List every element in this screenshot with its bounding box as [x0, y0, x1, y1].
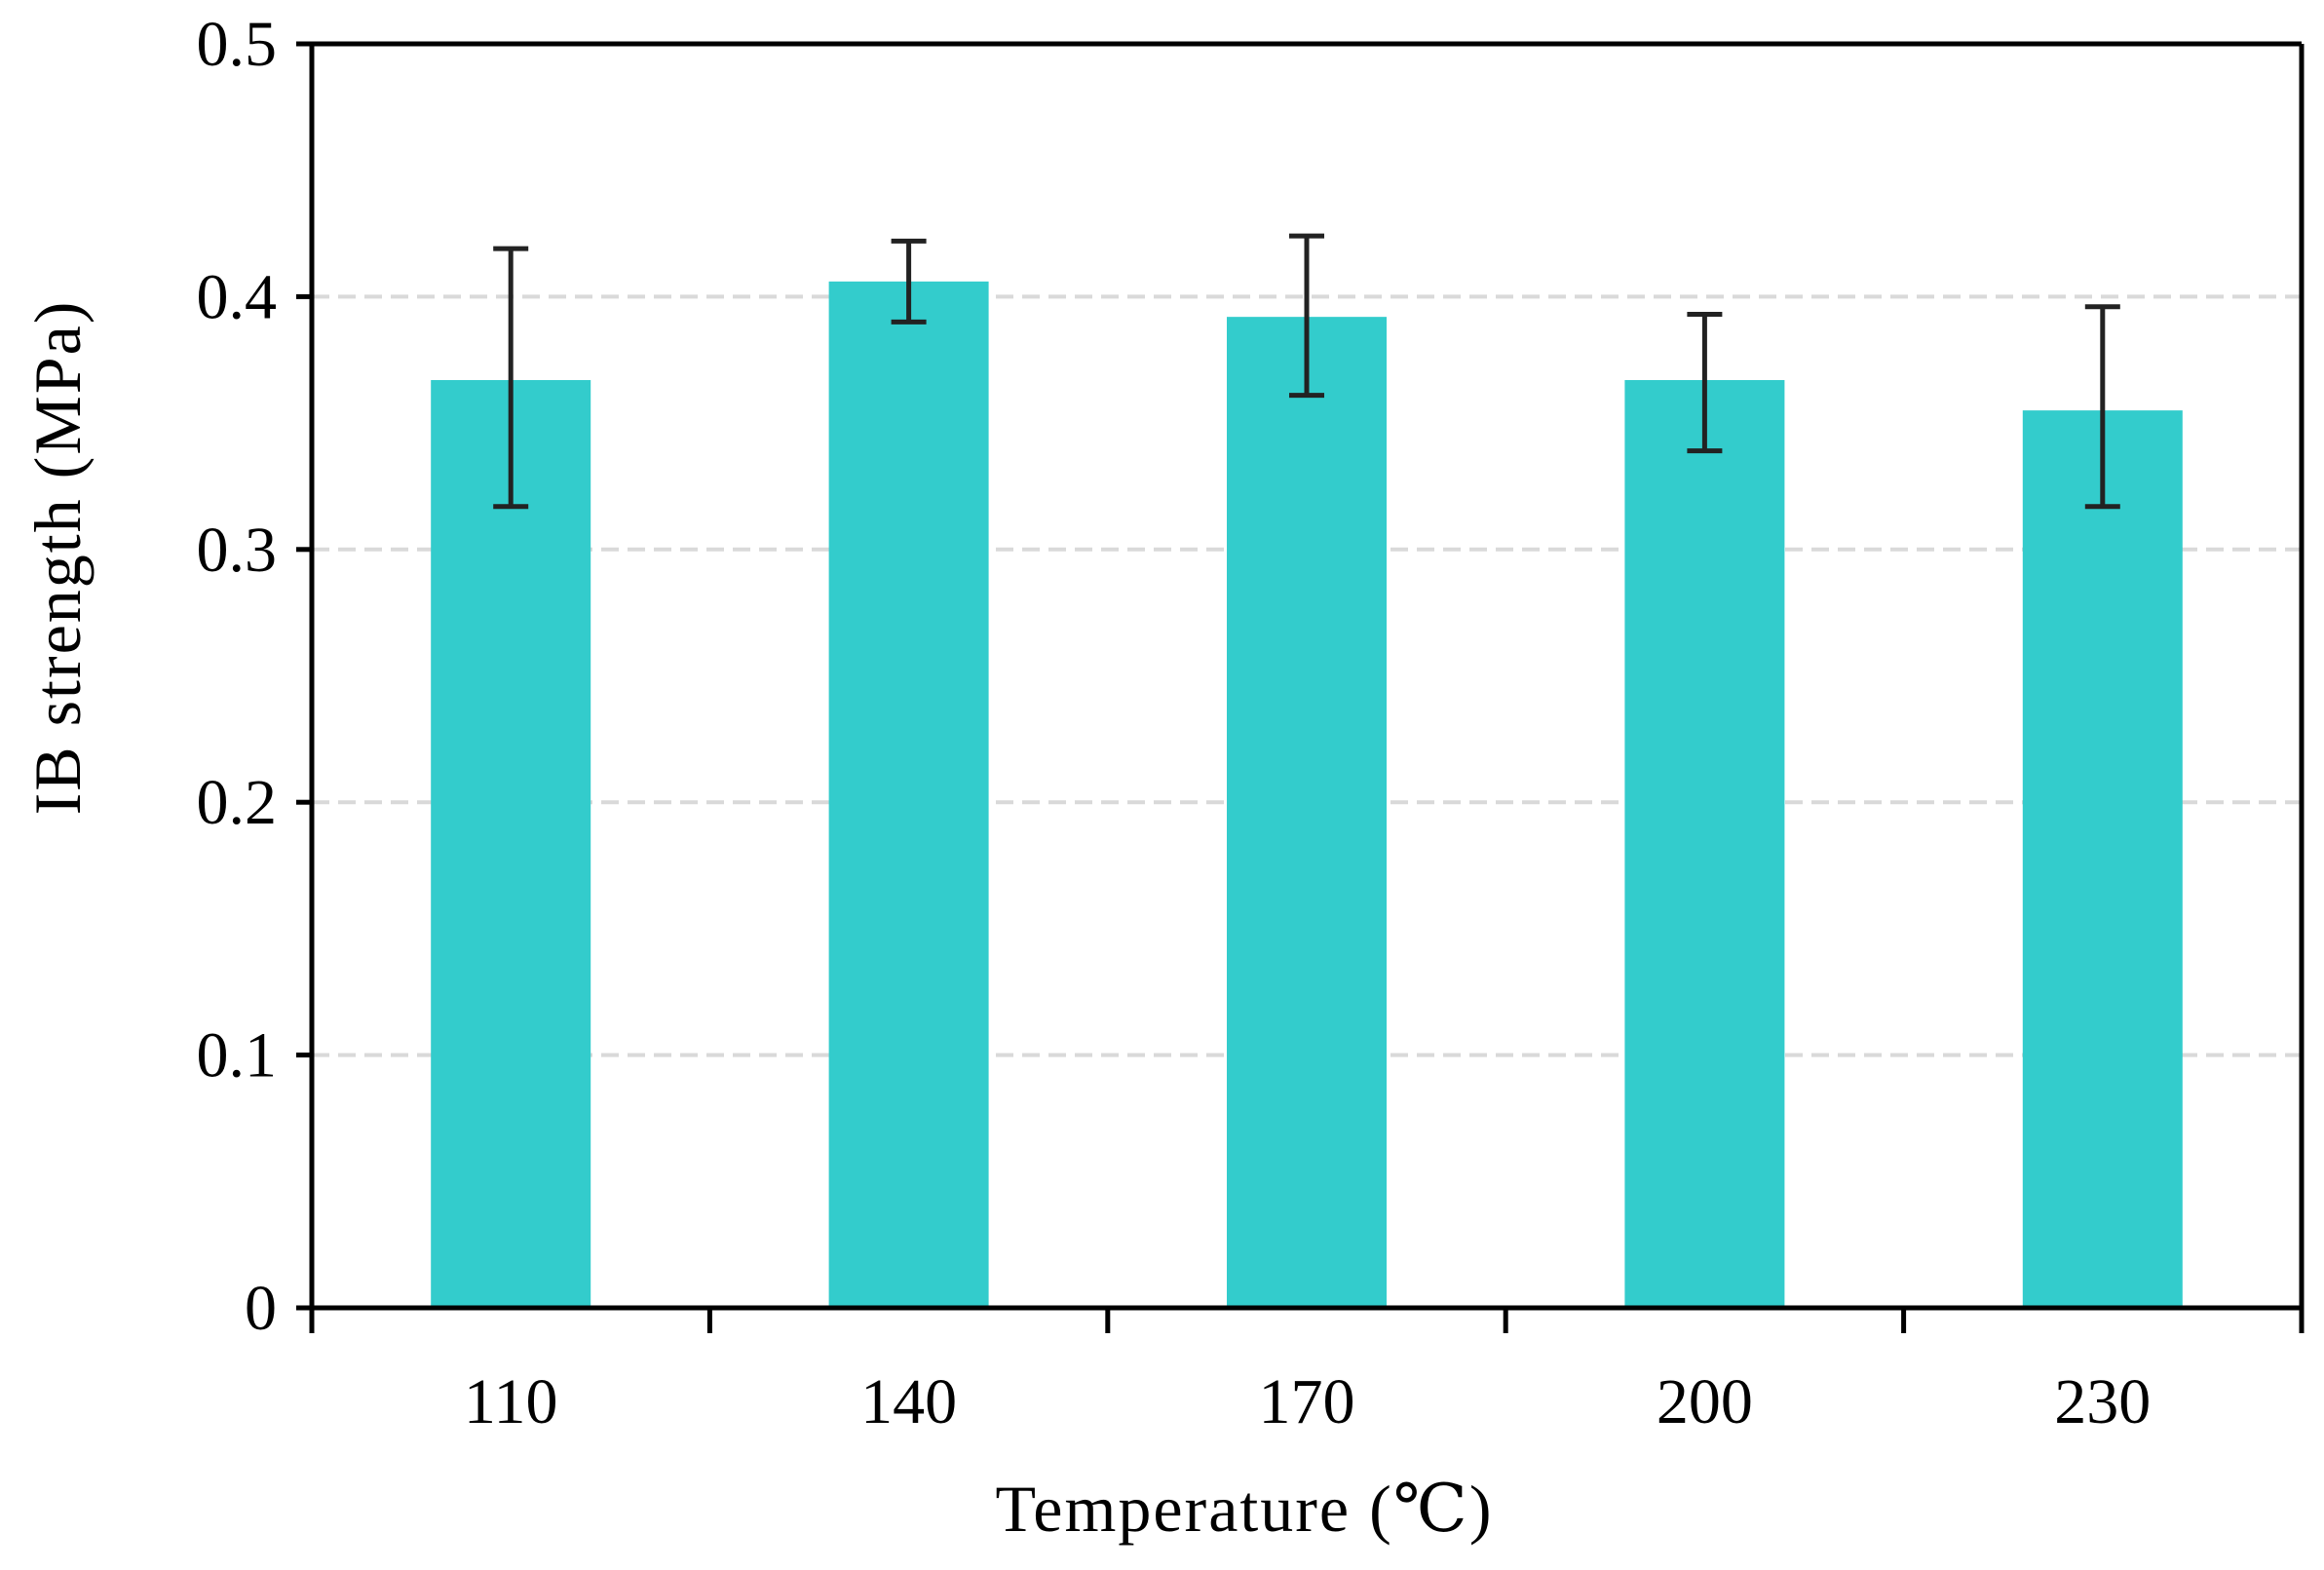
tick-labels: 0 0.1 0.2 0.3 0.4 0.5 110 140 170 200 230 — [197, 9, 2152, 1437]
x-axis-title: Temperature (℃) — [996, 1472, 1494, 1546]
y-tick-label-0.4: 0.4 — [197, 261, 278, 332]
bar-110 — [431, 380, 591, 1308]
y-tick-label-0.3: 0.3 — [197, 515, 278, 586]
bar-200 — [1624, 380, 1785, 1308]
bar-170 — [1227, 317, 1387, 1309]
bars — [431, 281, 2183, 1309]
y-tick-label-0.1: 0.1 — [197, 1020, 278, 1091]
axes — [296, 41, 2305, 1333]
error-bars — [493, 233, 2120, 510]
x-tick-label-110: 110 — [464, 1366, 558, 1437]
y-tick-label-0.2: 0.2 — [197, 767, 278, 838]
bar-230 — [2022, 410, 2183, 1308]
x-tick-label-140: 140 — [860, 1366, 957, 1437]
x-tick-label-230: 230 — [2054, 1366, 2151, 1437]
x-tick-label-170: 170 — [1259, 1366, 1355, 1437]
y-tick-label-0: 0 — [245, 1273, 277, 1344]
y-axis-title: IB strength (MPa) — [20, 300, 95, 816]
y-tick-label-0.5: 0.5 — [197, 9, 278, 80]
x-tick-label-200: 200 — [1657, 1366, 1753, 1437]
bar-140 — [828, 281, 989, 1309]
